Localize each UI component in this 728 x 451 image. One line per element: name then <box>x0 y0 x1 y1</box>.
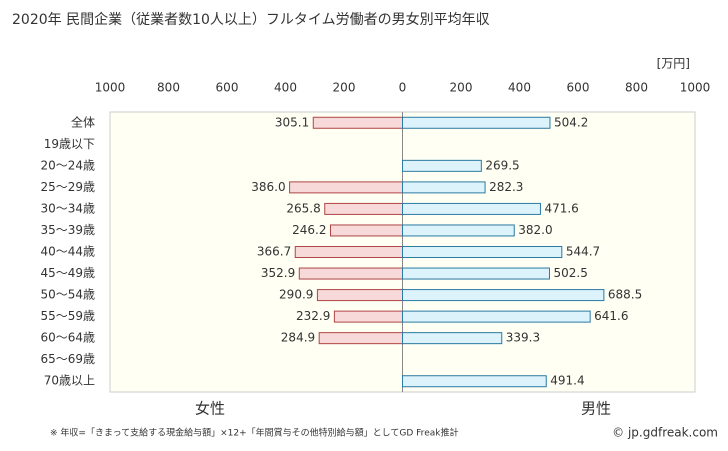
value-label: 269.5 <box>485 158 519 172</box>
value-label: 305.1 <box>275 115 309 129</box>
y-tick-label: 20～24歳 <box>40 158 95 172</box>
bar <box>402 289 605 302</box>
credit: © jp.gdfreak.com <box>612 426 718 440</box>
value-label: 265.8 <box>286 201 320 215</box>
x-tick-label: 600 <box>567 81 590 95</box>
value-label: 641.6 <box>594 309 628 323</box>
value-label: 504.2 <box>554 115 588 129</box>
value-label: 352.9 <box>261 266 295 280</box>
value-label: 502.5 <box>553 266 587 280</box>
x-tick-label: 400 <box>508 81 531 95</box>
bar <box>312 116 403 129</box>
bar <box>329 224 404 237</box>
x-tick-label: 800 <box>157 81 180 95</box>
bar <box>402 375 547 388</box>
bar <box>402 159 482 172</box>
y-tick-label: 70歳以上 <box>44 374 95 388</box>
bar <box>316 289 403 302</box>
bar <box>289 181 403 194</box>
x-tick-label: 800 <box>625 81 648 95</box>
footnote: ※ 年収=「きまって支給する現金給与額」×12+「年間賞与その他特別給与額」とし… <box>50 427 458 439</box>
y-tick-label: 65～69歳 <box>40 352 95 366</box>
y-tick-label: 45～49歳 <box>40 266 95 280</box>
bar <box>402 202 541 215</box>
y-tick-label: 50～54歳 <box>40 288 95 302</box>
y-tick-label: 全体 <box>71 114 95 129</box>
value-label: 491.4 <box>550 374 584 388</box>
value-label: 544.7 <box>566 245 600 259</box>
bar <box>402 310 591 323</box>
value-label: 339.3 <box>506 331 540 345</box>
x-tick-label: 1000 <box>95 81 126 95</box>
value-label: 471.6 <box>544 201 578 215</box>
value-label: 284.9 <box>281 331 315 345</box>
bar <box>298 267 404 280</box>
value-label: 386.0 <box>251 180 285 194</box>
x-tick-label: 1000 <box>680 81 711 95</box>
value-label: 246.2 <box>292 223 326 237</box>
bar <box>402 246 563 258</box>
legend-label: 男性 <box>581 400 611 418</box>
y-tick-label: 55～59歳 <box>40 309 95 323</box>
value-label: 382.0 <box>518 223 552 237</box>
y-tick-label: 25～29歳 <box>40 180 95 194</box>
x-tick-label: 400 <box>274 81 297 95</box>
y-tick-label: 19歳以下 <box>44 137 95 151</box>
x-tick-label: 200 <box>333 81 356 95</box>
bar <box>402 181 486 194</box>
legend-label: 女性 <box>195 400 225 418</box>
value-label: 688.5 <box>608 288 642 302</box>
value-label: 290.9 <box>279 288 313 302</box>
chart-title: 2020年 民間企業（従業者数10人以上）フルタイム労働者の男女別平均年収 <box>12 11 490 28</box>
bar <box>333 310 403 323</box>
bar <box>324 202 404 215</box>
bar <box>402 267 550 280</box>
unit-label: [万円] <box>657 57 690 71</box>
bar <box>402 224 515 237</box>
x-tick-label: 0 <box>399 81 407 95</box>
y-tick-label: 60～64歳 <box>40 331 95 345</box>
value-label: 366.7 <box>257 245 291 259</box>
value-label: 282.3 <box>489 180 523 194</box>
y-tick-label: 30～34歳 <box>40 201 95 215</box>
value-label: 232.9 <box>296 309 330 323</box>
bar <box>294 246 404 258</box>
x-tick-label: 600 <box>216 81 239 95</box>
bar <box>402 116 551 129</box>
bar <box>402 332 503 345</box>
x-tick-label: 200 <box>450 81 473 95</box>
y-tick-label: 40～44歳 <box>40 245 95 259</box>
y-tick-label: 35～39歳 <box>40 223 95 237</box>
bar <box>318 332 403 345</box>
